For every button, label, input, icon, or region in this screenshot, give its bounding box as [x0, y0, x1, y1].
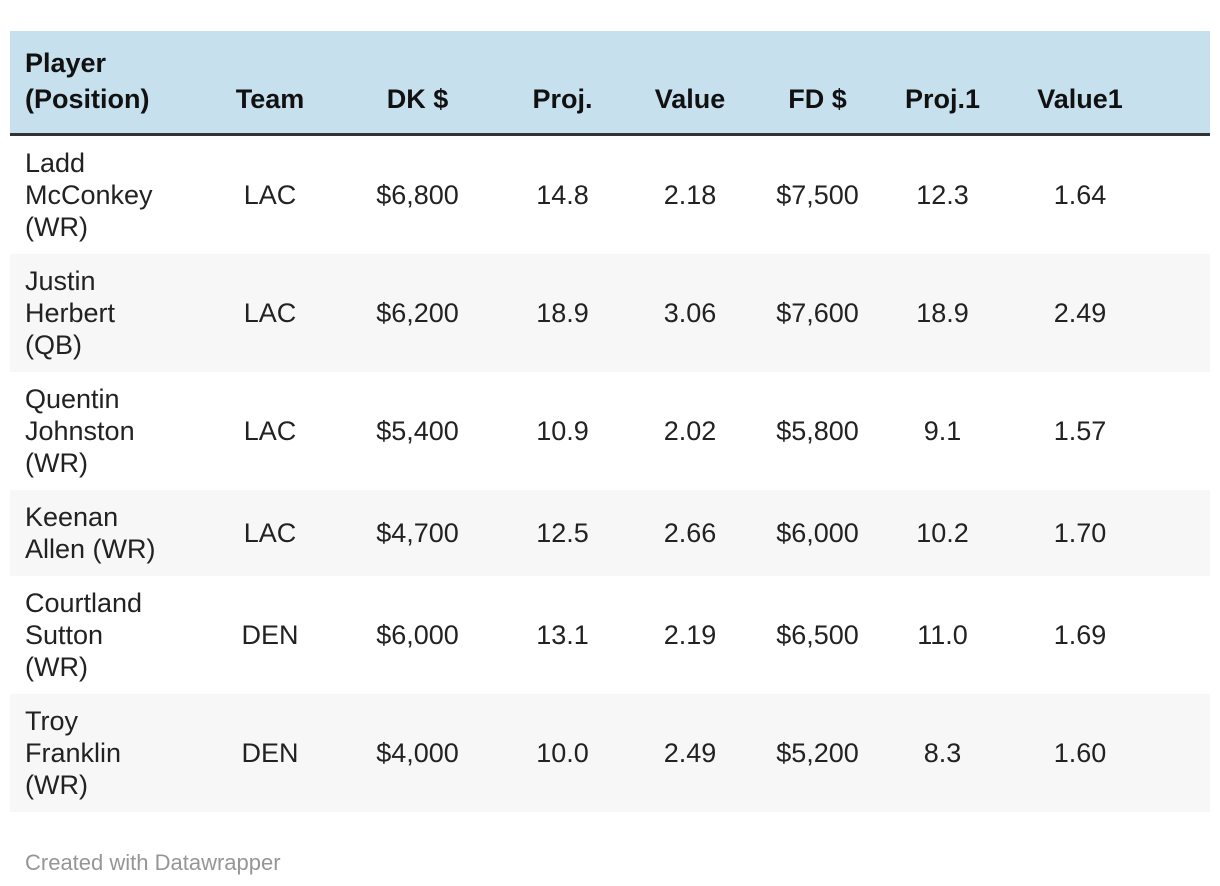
cell-player: Quentin Johnston (WR) — [25, 384, 135, 478]
cell-player: Troy Franklin (WR) — [10, 694, 210, 812]
cell-dk-proj: 12.5 — [505, 490, 620, 576]
cell-team: LAC — [210, 490, 330, 576]
cell-team: LAC — [243, 180, 297, 210]
cell-fd-proj: 9.1 — [923, 416, 962, 446]
cell-fd-proj: 18.9 — [875, 254, 1010, 372]
cell-dk-proj: 10.9 — [536, 416, 589, 446]
cell-dk-salary: $4,000 — [330, 694, 505, 812]
column-header-fd-salary: FD $ — [760, 31, 875, 136]
datawrapper-credit: Created with Datawrapper — [25, 850, 281, 875]
column-header-dk-proj: Proj. — [505, 31, 620, 136]
cell-fd-proj: 12.3 — [916, 180, 969, 210]
column-header-dk-salary: DK $ — [330, 31, 505, 136]
cell-dk-salary: $6,000 — [376, 620, 459, 650]
table-row: Keenan Allen (WR) LAC $4,700 12.5 2.66 $6,000… — [10, 490, 1210, 576]
cell-fd-proj: 11.0 — [917, 620, 968, 650]
cell-dk-value: 2.02 — [663, 416, 717, 446]
cell-dk-value: 2.49 — [620, 694, 760, 812]
cell-dk-value: 3.06 — [620, 254, 760, 372]
cell-fd-value: 1.70 — [1010, 490, 1210, 576]
cell-fd-value: 1.64 — [1053, 180, 1107, 210]
cell-dk-salary: $5,400 — [376, 416, 459, 446]
cell-dk-proj: 13.1 — [536, 620, 589, 650]
cell-fd-salary: $7,600 — [760, 254, 875, 372]
cell-team: LAC — [243, 416, 297, 446]
table-body: Ladd McConkey (WR) LAC $6,800 14.8 2.18 $7,50… — [10, 135, 1210, 812]
cell-fd-salary: $6,000 — [760, 490, 875, 576]
player-dfs-table: Player (Position) Team DK $ Proj. Value FD $ P… — [10, 31, 1210, 812]
cell-dk-value: 2.18 — [663, 180, 717, 210]
table-header: Player (Position) Team DK $ Proj. Value FD $ P… — [10, 31, 1210, 136]
cell-player: Ladd McConkey (WR) — [25, 148, 153, 242]
cell-fd-value: 1.57 — [1053, 416, 1107, 446]
cell-fd-value: 2.49 — [1010, 254, 1210, 372]
cell-team: DEN — [210, 694, 330, 812]
table-row: Justin Herbert (QB) LAC $6,200 18.9 3.06 $7,6… — [10, 254, 1210, 372]
column-header-team: Team — [210, 31, 330, 136]
cell-fd-value: 1.69 — [1053, 620, 1107, 650]
cell-player: Courtland Sutton (WR) — [25, 588, 143, 682]
cell-team: DEN — [241, 620, 299, 650]
cell-fd-value: 1.60 — [1010, 694, 1210, 812]
cell-dk-salary: $6,200 — [330, 254, 505, 372]
cell-dk-proj: 18.9 — [505, 254, 620, 372]
cell-player: Justin Herbert (QB) — [10, 254, 210, 372]
column-header-player: Player (Position) — [10, 31, 210, 136]
column-header-fd-value: Value1 — [1010, 31, 1210, 136]
table-row: Quentin Johnston (WR) LAC $5,400 10.9 2.02 $5… — [10, 372, 1210, 490]
table-row: Courtland Sutton (WR) DEN $6,000 13.1 2.19 $6… — [10, 576, 1210, 694]
cell-dk-proj: 14.8 — [536, 180, 589, 210]
table-row: Troy Franklin (WR) DEN $4,000 10.0 2.49 $5,20… — [10, 694, 1210, 812]
cell-fd-salary: $5,800 — [776, 416, 859, 446]
cell-dk-salary: $4,700 — [330, 490, 505, 576]
cell-fd-salary: $6,500 — [776, 620, 859, 650]
cell-fd-proj: 10.2 — [875, 490, 1010, 576]
cell-team: LAC — [210, 254, 330, 372]
column-header-fd-proj: Proj.1 — [875, 31, 1010, 136]
cell-fd-proj: 8.3 — [875, 694, 1010, 812]
cell-player: Keenan Allen (WR) — [10, 490, 210, 576]
column-header-dk-value: Value — [620, 31, 760, 136]
cell-dk-salary: $6,800 — [376, 180, 459, 210]
table-row: Ladd McConkey (WR) LAC $6,800 14.8 2.18 $7,50… — [10, 135, 1210, 255]
cell-dk-proj: 10.0 — [505, 694, 620, 812]
header-row: Player (Position) Team DK $ Proj. Value FD $ P… — [10, 31, 1210, 136]
cell-dk-value: 2.19 — [663, 620, 717, 650]
cell-fd-salary: $5,200 — [760, 694, 875, 812]
cell-fd-salary: $7,500 — [776, 180, 859, 210]
cell-dk-value: 2.66 — [620, 490, 760, 576]
